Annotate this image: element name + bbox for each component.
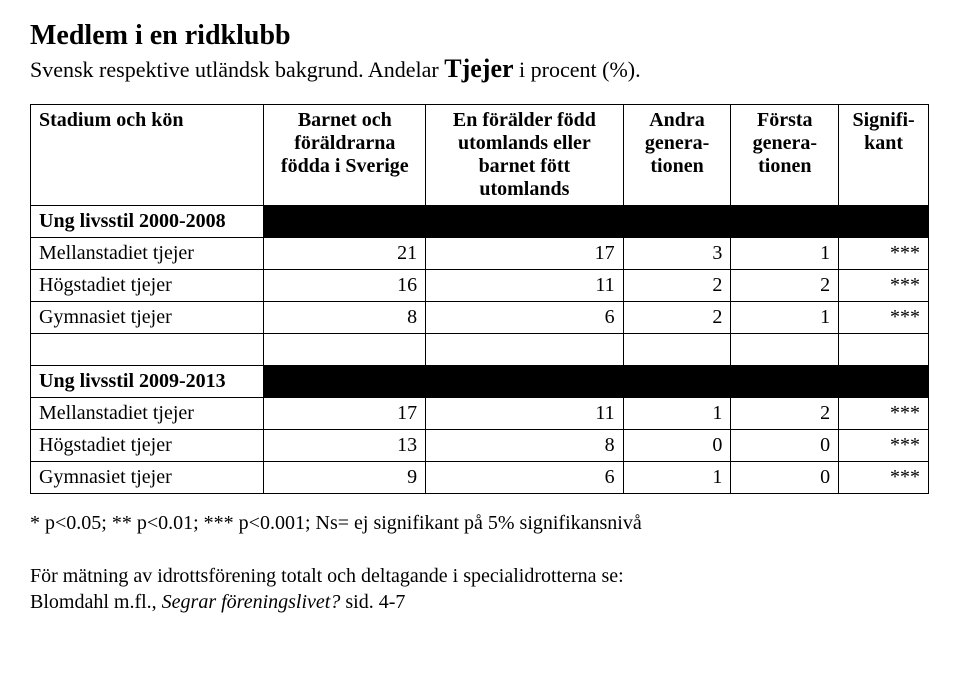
- empty-row: [31, 334, 929, 366]
- col-header-5: Signifi-kant: [839, 105, 929, 206]
- cell: 11: [426, 270, 624, 302]
- subtitle-emph: Tjejer: [444, 54, 513, 83]
- cell: 0: [731, 430, 839, 462]
- table-row: Högstadiet tjejer161122***: [31, 270, 929, 302]
- cell: 16: [264, 270, 426, 302]
- footnote: * p<0.05; ** p<0.01; *** p<0.001; Ns= ej…: [30, 512, 929, 535]
- section-black-bar: [264, 366, 929, 398]
- cell: ***: [839, 302, 929, 334]
- cell: 2: [731, 398, 839, 430]
- col-header-3: Andra genera-tionen: [623, 105, 731, 206]
- row-label: Gymnasiet tjejer: [31, 462, 264, 494]
- empty-cell: [31, 334, 264, 366]
- section-label: Ung livsstil 2009-2013: [31, 366, 264, 398]
- bottom-note: För mätning av idrottsförening totalt oc…: [30, 563, 929, 615]
- empty-cell: [264, 334, 426, 366]
- cell: 0: [623, 430, 731, 462]
- data-table: Stadium och kön Barnet och föräldrarna f…: [30, 104, 929, 494]
- cell: 9: [264, 462, 426, 494]
- cell: 6: [426, 462, 624, 494]
- cell: 6: [426, 302, 624, 334]
- col-header-2: En förälder född utomlands eller barnet …: [426, 105, 624, 206]
- section-black-bar: [264, 206, 929, 238]
- section-row: Ung livsstil 2009-2013: [31, 366, 929, 398]
- cell: 2: [731, 270, 839, 302]
- empty-cell: [731, 334, 839, 366]
- cell: 17: [264, 398, 426, 430]
- page-subtitle: Svensk respektive utländsk bakgrund. And…: [30, 54, 929, 84]
- section-row: Ung livsstil 2000-2008: [31, 206, 929, 238]
- page-title: Medlem i en ridklubb: [30, 20, 929, 52]
- subtitle-post: i procent (%).: [514, 57, 641, 82]
- empty-cell: [623, 334, 731, 366]
- empty-cell: [426, 334, 624, 366]
- cell: 21: [264, 238, 426, 270]
- row-label: Gymnasiet tjejer: [31, 302, 264, 334]
- cell: 3: [623, 238, 731, 270]
- table-row: Gymnasiet tjejer8621***: [31, 302, 929, 334]
- table-header-row: Stadium och kön Barnet och föräldrarna f…: [31, 105, 929, 206]
- title-bold: Medlem i en ridklubb: [30, 20, 291, 51]
- table-body: Ung livsstil 2000-2008 Mellanstadiet tje…: [31, 206, 929, 494]
- cell: 1: [731, 238, 839, 270]
- table-row: Högstadiet tjejer13800***: [31, 430, 929, 462]
- cell: 1: [623, 398, 731, 430]
- cell: 17: [426, 238, 624, 270]
- cell: 8: [426, 430, 624, 462]
- cell: ***: [839, 270, 929, 302]
- empty-cell: [839, 334, 929, 366]
- table-row: Mellanstadiet tjejer211731***: [31, 238, 929, 270]
- table-row: Gymnasiet tjejer9610***: [31, 462, 929, 494]
- row-label: Högstadiet tjejer: [31, 430, 264, 462]
- subtitle-pre: Svensk respektive utländsk bakgrund. And…: [30, 57, 444, 82]
- cell: ***: [839, 462, 929, 494]
- bottom-line2-post: sid. 4-7: [340, 591, 405, 613]
- cell: ***: [839, 430, 929, 462]
- col-header-1: Barnet och föräldrarna födda i Sverige: [264, 105, 426, 206]
- cell: 13: [264, 430, 426, 462]
- section-label: Ung livsstil 2000-2008: [31, 206, 264, 238]
- cell: 2: [623, 270, 731, 302]
- cell: 0: [731, 462, 839, 494]
- cell: 2: [623, 302, 731, 334]
- cell: ***: [839, 238, 929, 270]
- col-header-rowhead: Stadium och kön: [31, 105, 264, 206]
- row-label: Mellanstadiet tjejer: [31, 238, 264, 270]
- bottom-line2-italic: Segrar föreningslivet?: [162, 591, 341, 613]
- cell: 1: [731, 302, 839, 334]
- cell: 11: [426, 398, 624, 430]
- cell: ***: [839, 398, 929, 430]
- cell: 1: [623, 462, 731, 494]
- bottom-line1: För mätning av idrottsförening totalt oc…: [30, 565, 624, 587]
- row-label: Högstadiet tjejer: [31, 270, 264, 302]
- cell: 8: [264, 302, 426, 334]
- bottom-line2-pre: Blomdahl m.fl.,: [30, 591, 162, 613]
- table-row: Mellanstadiet tjejer171112***: [31, 398, 929, 430]
- col-header-4: Första genera-tionen: [731, 105, 839, 206]
- row-label: Mellanstadiet tjejer: [31, 398, 264, 430]
